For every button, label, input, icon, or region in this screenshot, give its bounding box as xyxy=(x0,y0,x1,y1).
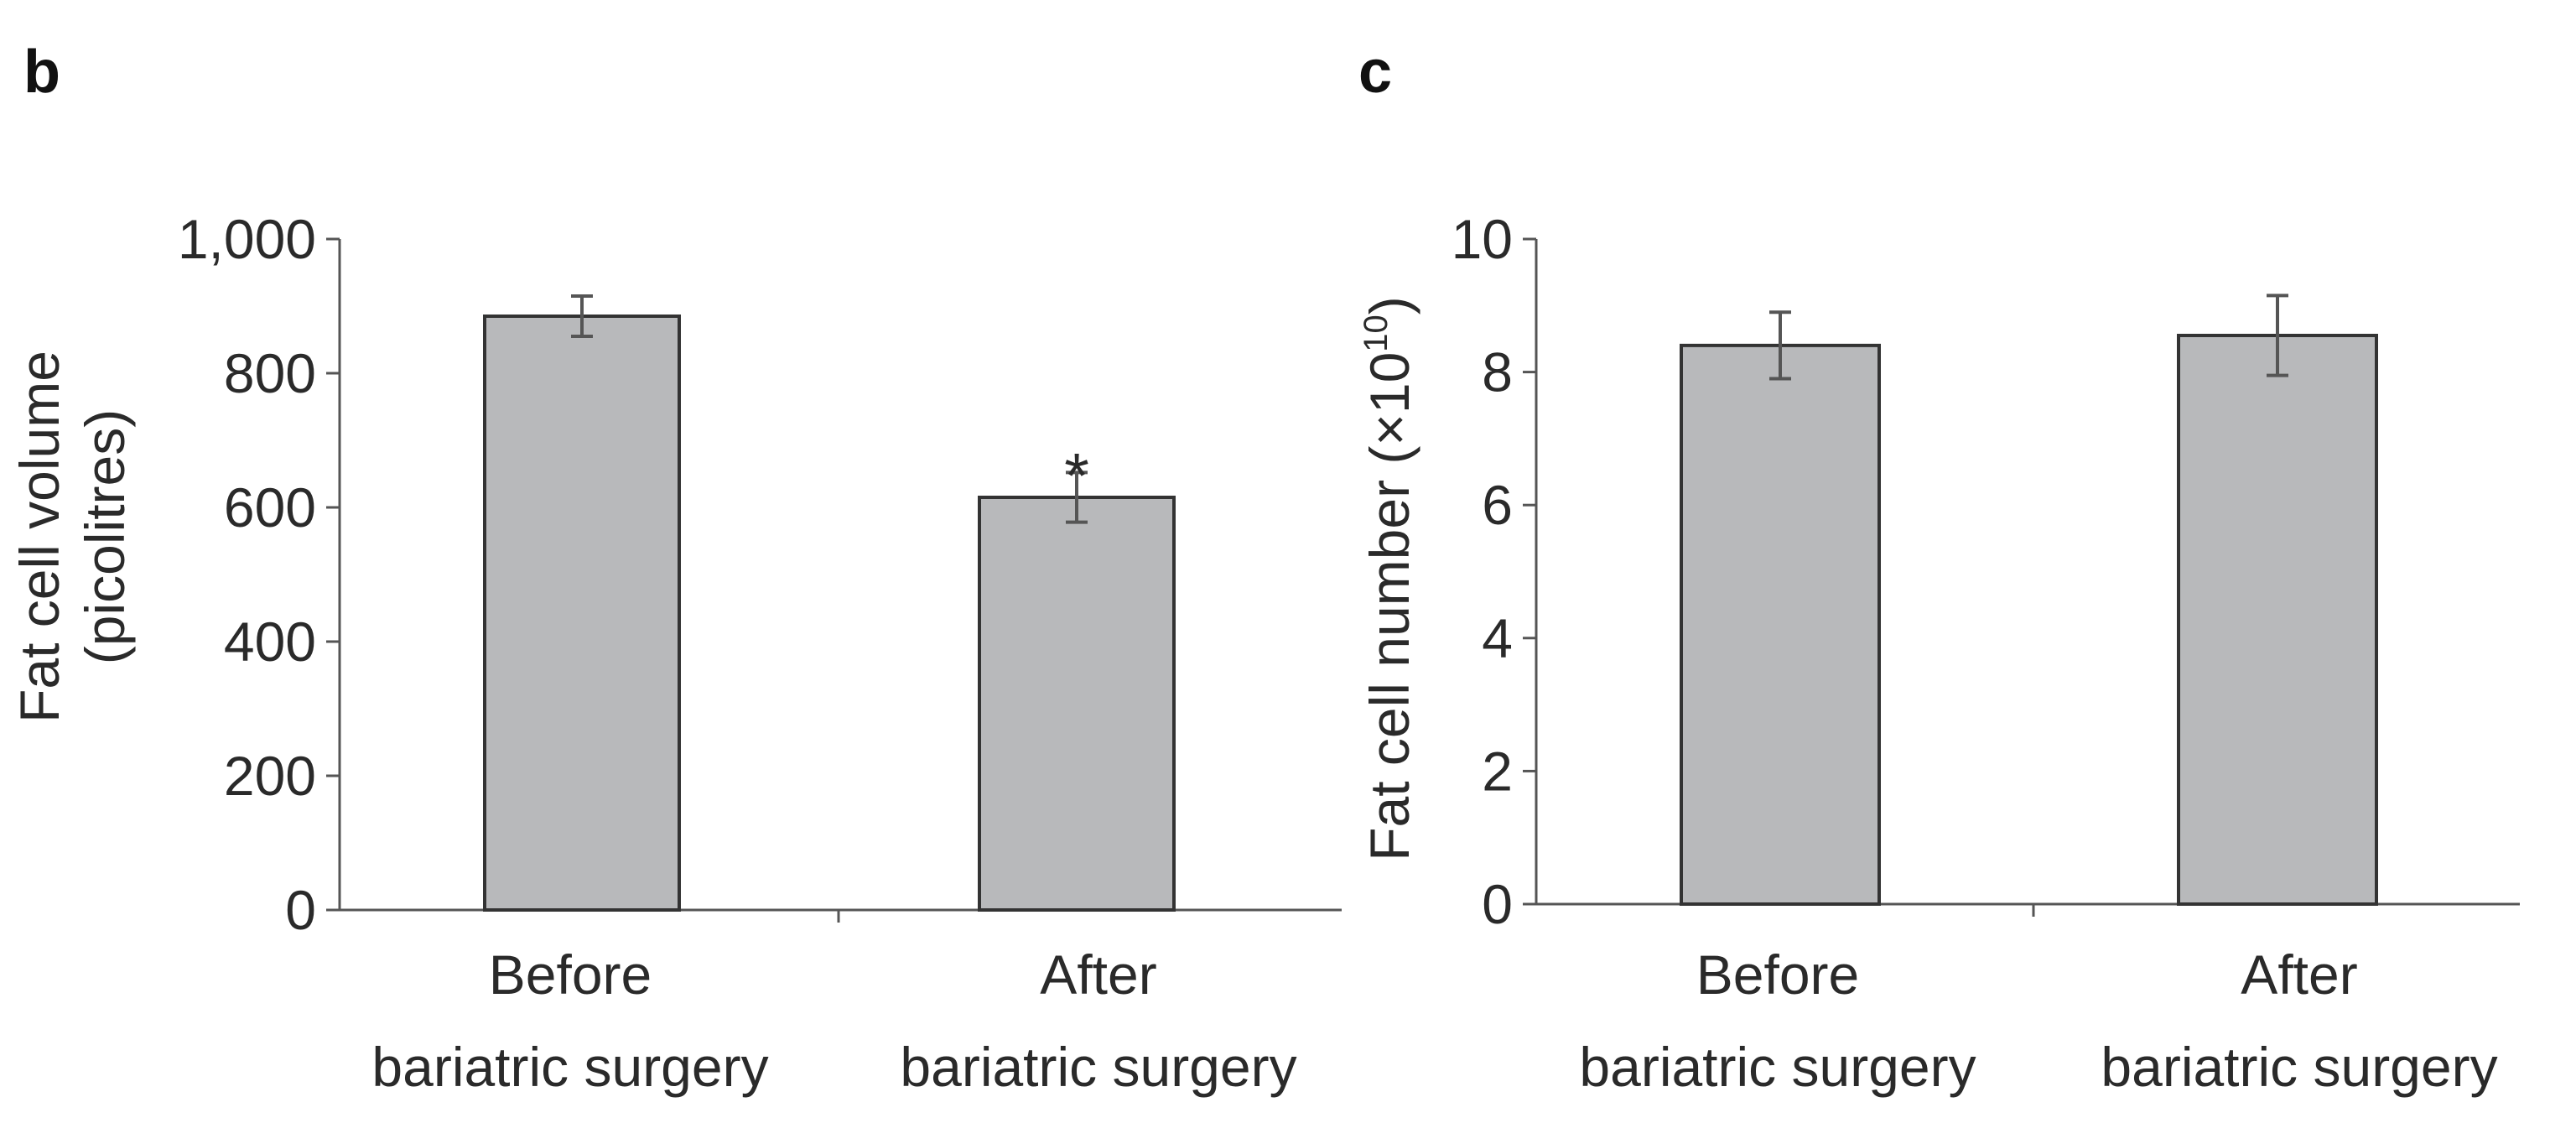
panel-c-category-before-line-2: bariatric surgery xyxy=(1579,1036,1976,1098)
panel-b-y-tick-label: 800 xyxy=(224,342,316,404)
panel-c-y-tick-label: 8 xyxy=(1482,341,1513,403)
panel-c-y-tick-label: 10 xyxy=(1452,208,1513,270)
panel-b-category-before-line-2: bariatric surgery xyxy=(371,1036,768,1098)
panel-b-bar-after xyxy=(978,496,1176,912)
panel-c-y-axis-title: Fat cell number (×1010) xyxy=(1358,296,1420,861)
panel-b-letter: b xyxy=(23,39,60,106)
panel-b-bar-before xyxy=(483,315,681,912)
panel-b-category-after-line-2: bariatric surgery xyxy=(900,1036,1296,1098)
panel-b-y-tick-label: 0 xyxy=(285,879,316,941)
panel-b-y-tick-label: 600 xyxy=(224,476,316,538)
panel-c-bar-before xyxy=(1680,343,1881,906)
panel-c-error-bar-before xyxy=(1769,310,1791,381)
panel-b-y-title-line-2: (picolitres) xyxy=(74,409,136,664)
panel-c-category-after-line-2: bariatric surgery xyxy=(2101,1036,2497,1098)
panel-c-y-tick-label: 4 xyxy=(1482,607,1513,669)
panel-c-y-tick-label: 2 xyxy=(1482,740,1513,802)
panel-b-error-bar-before xyxy=(571,294,593,338)
panel-b-y-axis-title: Fat cell volume (picolitres) xyxy=(8,351,136,723)
panel-c-y-tick-label: 0 xyxy=(1482,873,1513,935)
panel-c-y-title: Fat cell number (×1010) xyxy=(1358,296,1420,861)
panel-c-y-ticks: 0 2 4 6 8 10 xyxy=(1452,208,1536,935)
panel-c-category-after-line-1: After xyxy=(2241,944,2357,1006)
panel-b-category-before-line-1: Before xyxy=(489,944,652,1006)
panel-c-y-tick-label: 6 xyxy=(1482,474,1513,536)
panel-c-bar-after xyxy=(2177,333,2378,906)
panel-c-category-before-line-1: Before xyxy=(1696,944,1859,1006)
panel-b-y-title-line-1: Fat cell volume xyxy=(8,351,70,723)
panel-b-y-tick-label: 400 xyxy=(224,611,316,673)
panel-b: b Fat cell volume (picolitres) 0 200 400 60… xyxy=(8,39,1342,1098)
panel-c-letter: c xyxy=(1358,39,1392,106)
panel-c-error-bar-after xyxy=(2267,294,2288,377)
panel-b-significance-asterisk: * xyxy=(1064,440,1089,512)
panel-c-y-title-close: ) xyxy=(1358,296,1420,315)
panel-c-y-title-superscript: 10 xyxy=(1358,315,1394,352)
panel-c-y-title-main: Fat cell number (×10 xyxy=(1358,352,1420,861)
panel-b-y-tick-label: 200 xyxy=(224,745,316,807)
panel-b-error-bar-after xyxy=(1066,471,1088,524)
panel-b-y-tick-label: 1,000 xyxy=(178,208,316,270)
panel-b-category-after-line-1: After xyxy=(1040,944,1156,1006)
panel-b-y-ticks: 0 200 400 600 800 1,000 xyxy=(178,208,340,941)
